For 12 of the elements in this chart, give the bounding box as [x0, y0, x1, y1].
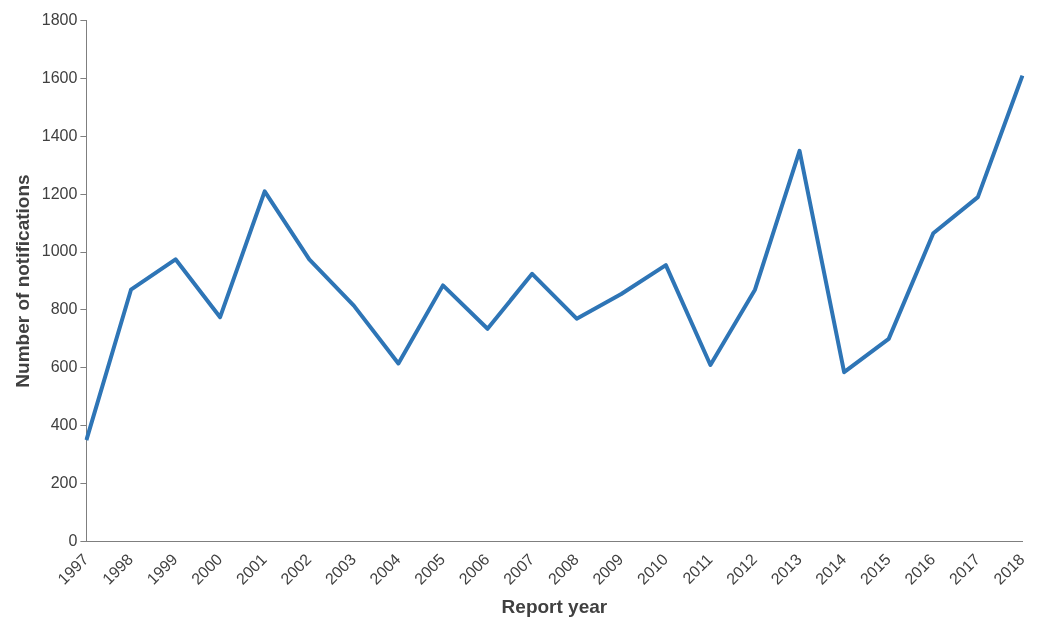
- y-tick-label: 1800: [41, 11, 78, 29]
- y-tick-label: 800: [50, 300, 78, 318]
- y-tick-label: 1200: [41, 184, 78, 202]
- y-tick-label: 1000: [41, 242, 78, 260]
- y-tick-label: 0: [68, 531, 78, 549]
- y-axis-title: Number of notifications: [11, 174, 33, 388]
- y-tick-label: 200: [50, 473, 78, 491]
- y-tick-label: 600: [50, 358, 78, 376]
- y-tick-label: 400: [50, 416, 78, 434]
- y-tick-label: 1400: [41, 126, 78, 144]
- y-tick-label: 1600: [41, 68, 78, 86]
- x-axis-title: Report year: [501, 595, 608, 617]
